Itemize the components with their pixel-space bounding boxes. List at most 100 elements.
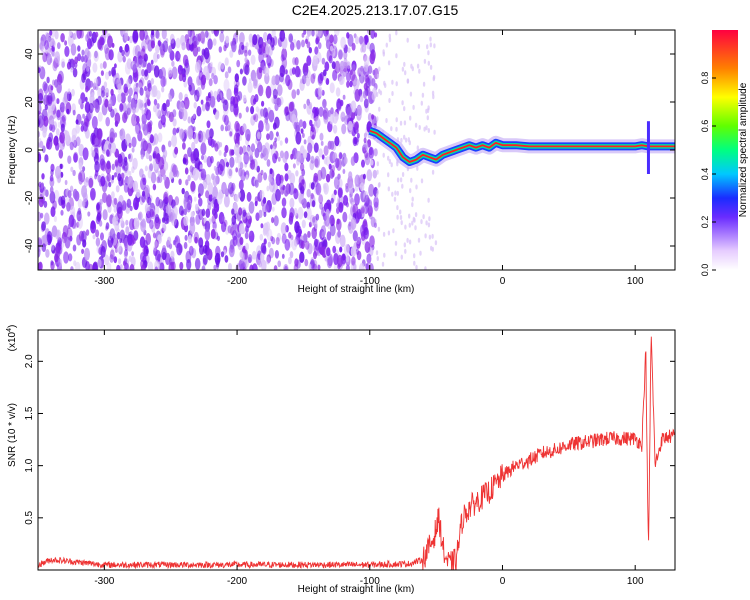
noise-cell <box>95 31 99 38</box>
noise-cell <box>181 187 185 195</box>
noise-cell <box>181 108 188 122</box>
noise-cell <box>201 208 206 217</box>
noise-cell <box>235 156 239 164</box>
noise-cell <box>260 152 264 159</box>
noise-cell <box>104 98 109 108</box>
noise-cell <box>275 237 280 245</box>
noise-cell <box>72 244 77 252</box>
noise-cell <box>296 88 300 96</box>
noise-cell <box>229 156 235 168</box>
noise-cell <box>207 38 213 50</box>
noise-cell <box>284 173 289 182</box>
noise-cell <box>190 180 196 192</box>
noise-cell <box>236 95 240 102</box>
noise-cell <box>371 92 376 101</box>
noise-cell <box>67 155 72 164</box>
noise-cell <box>81 248 85 255</box>
noise-cell <box>363 82 368 91</box>
noise-cell <box>337 187 343 198</box>
noise-cell <box>305 76 311 87</box>
noise-cell <box>322 107 329 120</box>
noise-cell <box>119 238 123 244</box>
noise-cell <box>175 170 180 178</box>
noise-cell <box>369 235 375 248</box>
noise-cell <box>413 253 416 259</box>
noise-cell <box>75 136 81 147</box>
noise-cell <box>110 142 117 154</box>
noise-cell <box>254 113 259 123</box>
noise-cell <box>223 151 227 158</box>
noise-cell <box>198 133 202 139</box>
noise-cell <box>183 241 188 250</box>
noise-cell <box>201 48 206 56</box>
noise-cell <box>114 112 121 125</box>
noise-cell <box>349 80 353 88</box>
noise-cell <box>205 71 210 81</box>
noise-cell <box>264 142 270 156</box>
noise-cell <box>126 198 132 208</box>
noise-cell <box>211 173 215 181</box>
noise-cell <box>125 226 130 235</box>
noise-cell <box>157 40 161 47</box>
noise-cell <box>319 132 324 141</box>
noise-cell <box>41 221 46 232</box>
noise-cell <box>44 104 48 111</box>
noise-cell <box>409 188 412 194</box>
noise-cell <box>206 120 211 129</box>
noise-cell <box>233 87 239 97</box>
noise-cell <box>92 62 98 73</box>
noise-cell <box>202 254 208 265</box>
noise-cell <box>163 174 167 181</box>
noise-cell <box>152 183 157 191</box>
noise-cell <box>158 120 163 130</box>
noise-cell <box>50 85 54 91</box>
noise-cell <box>102 209 108 221</box>
noise-cell <box>99 198 103 205</box>
noise-cell <box>129 264 135 270</box>
noise-cell <box>423 58 427 64</box>
noise-cell <box>245 225 249 233</box>
noise-cell <box>244 56 248 63</box>
noise-cell <box>150 64 154 71</box>
noise-cell <box>102 192 108 204</box>
noise-cell <box>224 255 229 263</box>
noise-cell <box>207 182 214 195</box>
noise-cell <box>239 258 245 270</box>
noise-cell <box>156 103 160 109</box>
noise-cell <box>387 230 391 236</box>
noise-cell <box>68 30 72 37</box>
noise-cell <box>244 64 250 76</box>
noise-cell <box>350 246 357 258</box>
noise-cell <box>132 107 136 115</box>
noise-cell <box>81 200 86 208</box>
noise-cell <box>394 190 397 196</box>
colorbar-label: Normalized spectral amplitude <box>738 82 749 217</box>
noise-cell <box>123 160 129 172</box>
noise-cell <box>341 117 345 122</box>
noise-cell <box>172 118 177 127</box>
noise-cell <box>334 136 340 147</box>
noise-cell <box>222 184 228 194</box>
noise-cell <box>40 212 44 219</box>
noise-cell <box>100 246 106 258</box>
noise-cell <box>133 217 140 230</box>
noise-cell <box>369 42 375 55</box>
noise-cell <box>97 258 102 268</box>
noise-cell <box>301 39 305 48</box>
noise-cell <box>317 264 321 270</box>
noise-cell <box>127 233 133 246</box>
noise-cell <box>227 225 232 234</box>
noise-cell <box>234 194 239 203</box>
noise-cell <box>366 169 373 182</box>
x-tick-label: -100 <box>360 276 380 287</box>
noise-cell <box>316 33 320 39</box>
noise-cell <box>162 245 167 254</box>
noise-cell <box>227 166 233 179</box>
noise-cell <box>178 92 183 101</box>
noise-cell <box>168 45 173 54</box>
noise-cell <box>325 208 330 217</box>
noise-cell <box>203 244 208 254</box>
noise-cell <box>58 258 63 267</box>
noise-cell <box>61 106 65 113</box>
noise-cell <box>267 39 271 45</box>
